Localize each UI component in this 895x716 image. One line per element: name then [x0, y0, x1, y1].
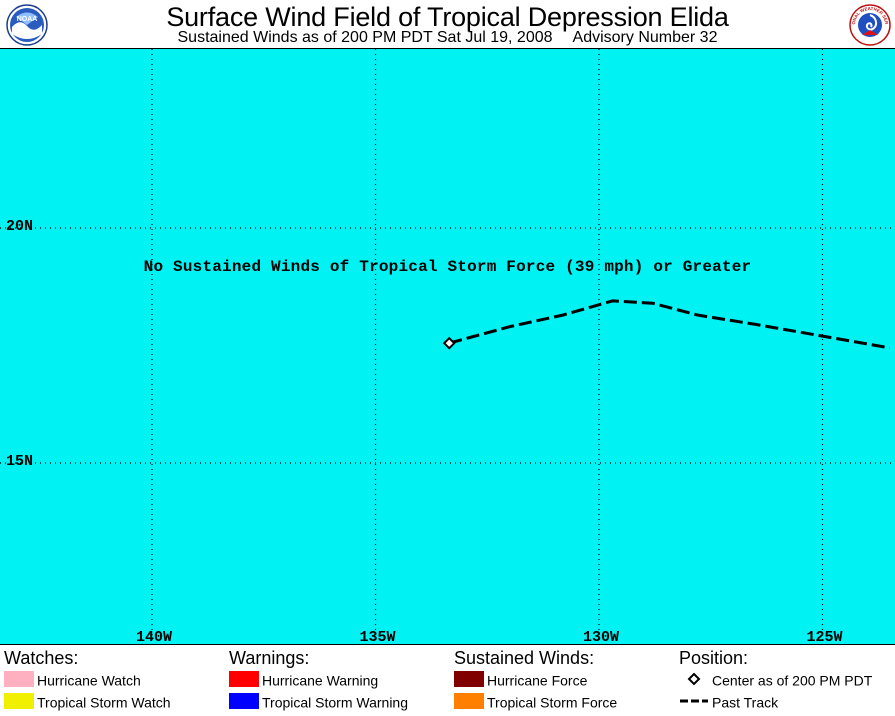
- graticule: [0, 49, 895, 644]
- tropical-storm-warning-swatch: [229, 693, 259, 710]
- legend-heading-position: Position:: [679, 648, 749, 668]
- legend-item-center: Center as of 200 PM PDT: [679, 668, 872, 690]
- subtitle-advisory: Advisory Number 32: [572, 29, 718, 46]
- legend: Watches: Hurricane Watch Tropical Storm …: [0, 646, 895, 716]
- latitude-label: 20N: [6, 218, 34, 235]
- legend-item-past-track: Past Track: [679, 690, 872, 712]
- latitude-label: 15N: [6, 453, 34, 470]
- tropical-storm-force-swatch: [454, 693, 484, 710]
- legend-heading-winds: Sustained Winds:: [454, 648, 595, 668]
- page-subtitle: Sustained Winds as of 200 PM PDT Sat Jul…: [0, 29, 895, 47]
- hurricane-watch-swatch: [4, 671, 34, 688]
- past-track-line: [448, 299, 890, 350]
- noaa-logo: NOAA: [6, 4, 48, 46]
- dashed-line-icon: [680, 699, 708, 703]
- hurricane-warning-swatch: [229, 671, 259, 688]
- header: NOAA Surface Wind Field of Tropical Depr…: [0, 0, 895, 48]
- legend-watches: Watches: Hurricane Watch Tropical Storm …: [4, 648, 171, 712]
- legend-label: Tropical Storm Warning: [262, 694, 409, 711]
- past-track-layer: [442, 299, 890, 350]
- legend-item-hurricane-force: Hurricane Force: [454, 668, 617, 690]
- legend-label: Tropical Storm Watch: [37, 694, 171, 711]
- page-title: Surface Wind Field of Tropical Depressio…: [166, 2, 729, 32]
- tropical-storm-watch-swatch: [4, 693, 34, 710]
- no-winds-message: No Sustained Winds of Tropical Storm For…: [143, 258, 752, 276]
- legend-label: Tropical Storm Force: [487, 694, 618, 711]
- legend-item-tropical-storm-force: Tropical Storm Force: [454, 690, 617, 712]
- legend-position: Position: Center as of 200 PM PDT Past T…: [679, 648, 872, 712]
- longitude-label: 140W: [135, 629, 172, 645]
- hurricane-force-swatch: [454, 671, 484, 688]
- legend-label: Hurricane Force: [487, 672, 588, 689]
- legend-label: Past Track: [712, 694, 779, 711]
- legend-item-hurricane-watch: Hurricane Watch: [4, 668, 171, 690]
- legend-label: Hurricane Watch: [37, 672, 141, 689]
- legend-item-tropical-storm-warning: Tropical Storm Warning: [229, 690, 408, 712]
- legend-label: Center as of 200 PM PDT: [712, 672, 873, 689]
- longitude-label: 135W: [359, 629, 396, 645]
- wind-field-map: 20N 15N 140W 135W 130W 125W No Sustained Win…: [0, 48, 895, 645]
- longitude-label: 130W: [582, 629, 619, 645]
- nws-logo: NATIONAL WEATHER SERVICE: [849, 4, 891, 46]
- legend-label: Hurricane Warning: [262, 672, 379, 689]
- diamond-icon: [687, 672, 701, 686]
- legend-warnings: Warnings: Hurricane Warning Tropical Sto…: [229, 648, 408, 712]
- legend-heading-watches: Watches:: [4, 648, 79, 668]
- subtitle-valid-time: Sustained Winds as of 200 PM PDT Sat Jul…: [177, 29, 553, 46]
- legend-heading-warnings: Warnings:: [229, 648, 310, 668]
- map-canvas: [0, 49, 895, 644]
- longitude-label: 125W: [806, 629, 843, 645]
- legend-item-hurricane-warning: Hurricane Warning: [229, 668, 408, 690]
- noaa-logo-text: NOAA: [17, 16, 38, 23]
- legend-item-tropical-storm-watch: Tropical Storm Watch: [4, 690, 171, 712]
- legend-sustained-winds: Sustained Winds: Hurricane Force Tropica…: [454, 648, 617, 712]
- storm-center-marker: [442, 336, 456, 350]
